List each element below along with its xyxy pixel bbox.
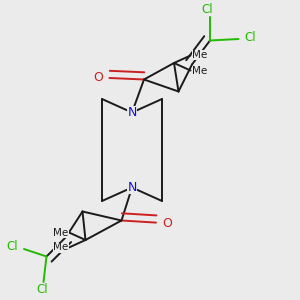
Text: N: N xyxy=(127,106,137,119)
Text: Cl: Cl xyxy=(244,31,256,44)
Text: Me: Me xyxy=(192,50,207,61)
Text: Me: Me xyxy=(192,65,207,76)
Text: O: O xyxy=(93,70,103,84)
Text: Cl: Cl xyxy=(7,240,18,253)
Text: Me: Me xyxy=(53,242,68,253)
Text: O: O xyxy=(163,217,172,230)
Text: Me: Me xyxy=(53,227,68,238)
Text: Cl: Cl xyxy=(36,283,48,296)
Text: Cl: Cl xyxy=(201,3,213,16)
Text: N: N xyxy=(127,181,137,194)
